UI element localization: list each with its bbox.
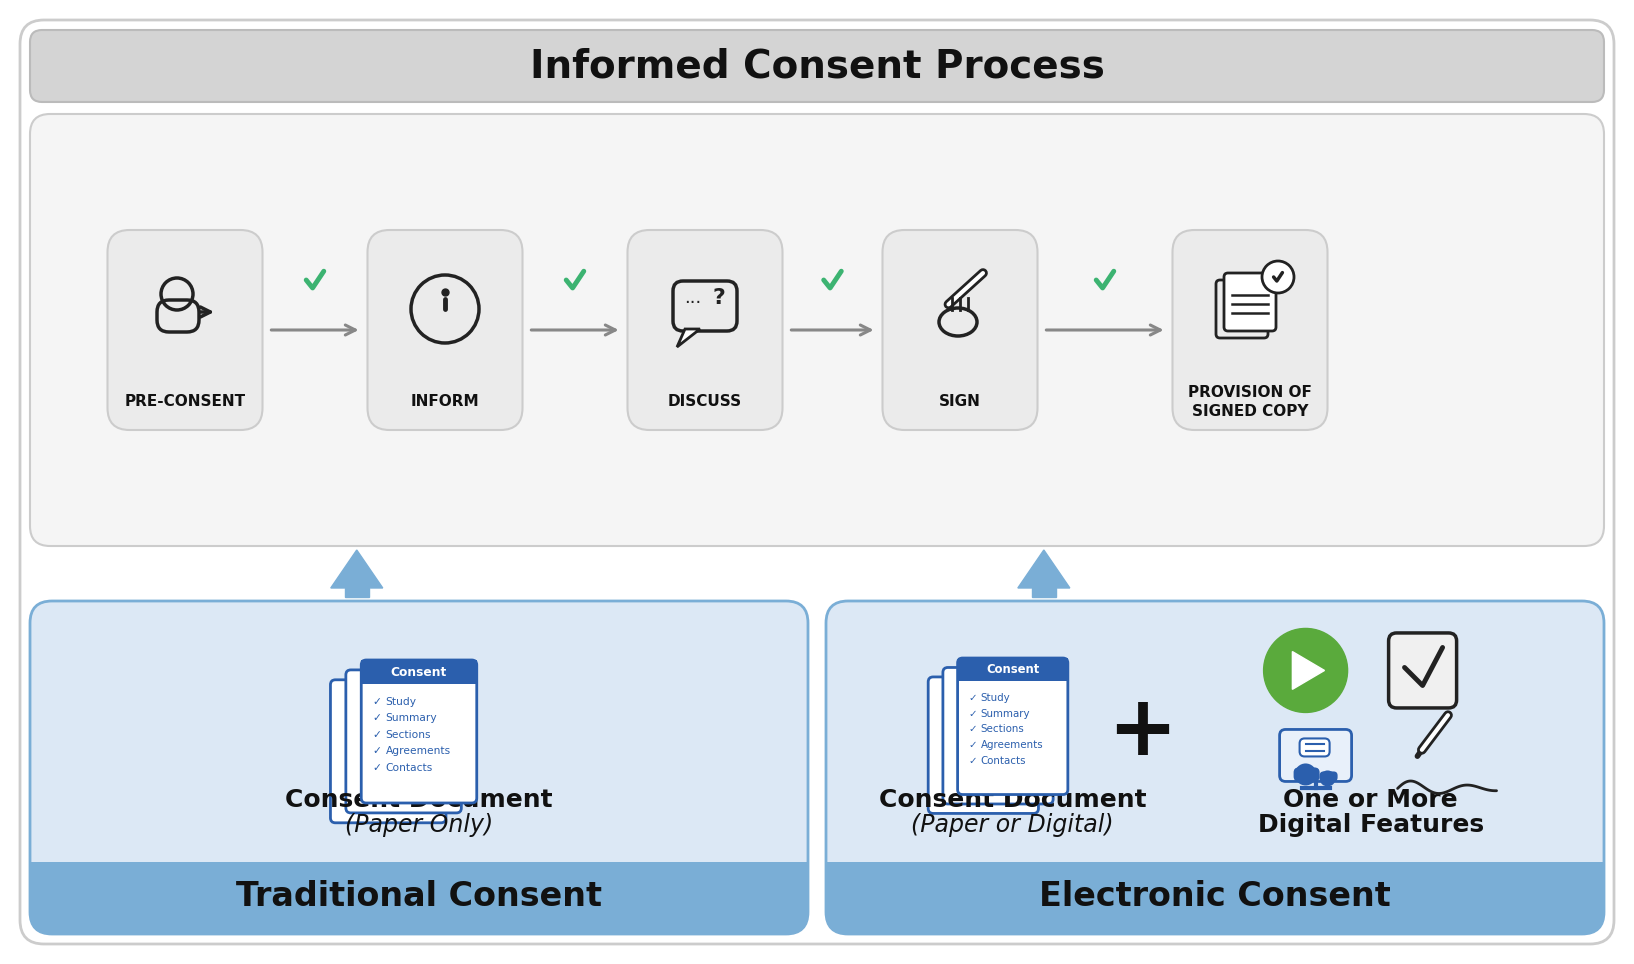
Text: Electronic Consent: Electronic Consent xyxy=(1039,879,1391,913)
Text: Study: Study xyxy=(980,693,1010,703)
FancyBboxPatch shape xyxy=(368,230,523,430)
Polygon shape xyxy=(29,862,807,898)
Text: Agreements: Agreements xyxy=(980,740,1044,750)
Polygon shape xyxy=(676,329,699,347)
Circle shape xyxy=(1294,763,1317,786)
Text: ✓: ✓ xyxy=(373,730,381,739)
Circle shape xyxy=(1261,261,1294,293)
FancyBboxPatch shape xyxy=(1224,273,1276,331)
FancyBboxPatch shape xyxy=(1299,738,1330,757)
FancyBboxPatch shape xyxy=(330,680,446,823)
Text: Study: Study xyxy=(386,697,417,707)
Text: (Paper or Digital): (Paper or Digital) xyxy=(912,813,1114,837)
Text: Summary: Summary xyxy=(386,713,436,723)
Polygon shape xyxy=(345,588,369,597)
Text: ?: ? xyxy=(712,288,725,308)
Text: Contacts: Contacts xyxy=(386,763,433,773)
FancyBboxPatch shape xyxy=(928,677,1039,814)
FancyBboxPatch shape xyxy=(827,601,1605,934)
Text: ✓: ✓ xyxy=(967,724,977,735)
Text: Consent: Consent xyxy=(985,663,1039,676)
FancyBboxPatch shape xyxy=(958,658,1069,794)
Text: Summary: Summary xyxy=(980,709,1031,719)
Text: ✓: ✓ xyxy=(967,709,977,719)
Text: PROVISION OF
SIGNED COPY: PROVISION OF SIGNED COPY xyxy=(1188,386,1312,418)
Text: Digital Features: Digital Features xyxy=(1258,813,1484,837)
Text: PRE-CONSENT: PRE-CONSENT xyxy=(124,394,245,410)
FancyBboxPatch shape xyxy=(1320,771,1338,782)
FancyBboxPatch shape xyxy=(29,601,807,934)
Text: (Paper Only): (Paper Only) xyxy=(345,813,493,837)
FancyBboxPatch shape xyxy=(882,230,1038,430)
Polygon shape xyxy=(1031,588,1056,597)
Text: ✓: ✓ xyxy=(967,756,977,766)
Polygon shape xyxy=(1292,652,1325,689)
FancyBboxPatch shape xyxy=(346,670,461,813)
Polygon shape xyxy=(330,550,382,588)
Text: Sections: Sections xyxy=(980,724,1025,735)
Text: One or More: One or More xyxy=(1283,788,1458,812)
FancyBboxPatch shape xyxy=(627,230,783,430)
Text: ✓: ✓ xyxy=(373,746,381,757)
Text: Contacts: Contacts xyxy=(980,756,1026,766)
FancyBboxPatch shape xyxy=(29,862,807,934)
FancyBboxPatch shape xyxy=(1294,767,1320,782)
Text: Consent Document: Consent Document xyxy=(286,788,552,812)
Polygon shape xyxy=(1018,550,1070,588)
Circle shape xyxy=(1263,629,1348,712)
Circle shape xyxy=(1320,770,1335,787)
FancyBboxPatch shape xyxy=(20,20,1614,944)
Text: Traditional Consent: Traditional Consent xyxy=(235,879,601,913)
FancyBboxPatch shape xyxy=(943,667,1054,804)
Text: Consent: Consent xyxy=(391,665,448,679)
FancyBboxPatch shape xyxy=(108,230,263,430)
Text: SIGN: SIGN xyxy=(940,394,980,410)
FancyBboxPatch shape xyxy=(361,660,477,803)
Text: ✓: ✓ xyxy=(967,693,977,703)
Text: Informed Consent Process: Informed Consent Process xyxy=(529,47,1105,85)
Text: ✓: ✓ xyxy=(967,740,977,750)
Text: ✓: ✓ xyxy=(373,697,381,707)
Polygon shape xyxy=(827,862,1605,898)
FancyBboxPatch shape xyxy=(29,114,1605,546)
Text: ✓: ✓ xyxy=(373,763,381,773)
Text: INFORM: INFORM xyxy=(410,394,479,410)
Polygon shape xyxy=(958,658,1069,682)
Text: +: + xyxy=(1108,691,1178,772)
FancyBboxPatch shape xyxy=(1173,230,1327,430)
FancyBboxPatch shape xyxy=(1389,633,1456,708)
FancyBboxPatch shape xyxy=(827,862,1605,934)
FancyBboxPatch shape xyxy=(29,30,1605,102)
Text: Consent Document: Consent Document xyxy=(879,788,1147,812)
FancyBboxPatch shape xyxy=(1279,730,1351,782)
Text: DISCUSS: DISCUSS xyxy=(668,394,742,410)
Text: Sections: Sections xyxy=(386,730,431,739)
Polygon shape xyxy=(361,660,477,684)
Text: ...: ... xyxy=(685,289,701,307)
Text: Agreements: Agreements xyxy=(386,746,451,757)
Text: ✓: ✓ xyxy=(373,713,381,723)
